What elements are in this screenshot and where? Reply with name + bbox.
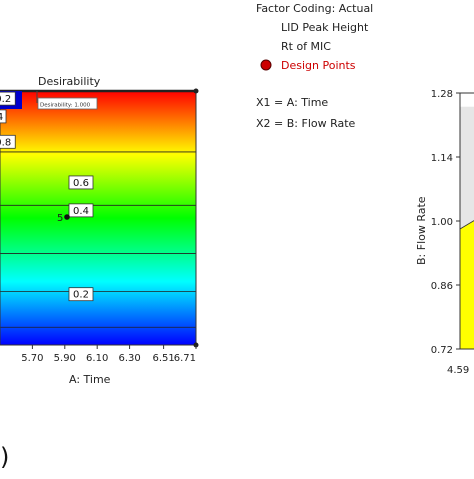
x-tick-label: 6.71 <box>174 353 196 364</box>
design-point-label: 5 <box>57 213 63 224</box>
y-tick-label: 0.72 <box>431 345 453 356</box>
flag-marker: Desirability: 1.000 <box>36 91 98 110</box>
panel-letter-fragment: ) <box>0 443 9 471</box>
contour-label: 0.2 <box>0 94 11 105</box>
flag-text: Desirability: 1.000 <box>40 103 91 109</box>
y-axis-ticks: 1.28 1.14 1.00 0.86 0.72 <box>431 89 460 356</box>
plot-title: Desirability <box>38 75 101 88</box>
flow-regions <box>459 93 474 349</box>
contour-label-box <box>0 109 7 124</box>
contour-label-box <box>0 134 16 149</box>
contour-label: 0.6 <box>73 178 89 189</box>
x-tick-label: 6.30 <box>118 353 140 364</box>
right-x-tick: 4.59 <box>447 365 469 376</box>
contour-label-box <box>0 91 16 106</box>
contour-label: 4 <box>0 112 3 123</box>
corner-point <box>193 88 199 94</box>
y-tick-label: 1.00 <box>431 217 453 228</box>
desirability-plot: 0.2 0.4 0.6 0.8 0.2 4 Desirability: 1.000 5 D… <box>0 75 199 386</box>
contour-label-box <box>68 175 94 190</box>
design-point: 5 <box>57 213 70 224</box>
contour-label: 0.8 <box>0 137 11 148</box>
contour-label: 0.4 <box>73 206 89 217</box>
heatmap-fill <box>0 91 196 345</box>
design-points-label: Design Points <box>281 59 356 72</box>
x-tick-label: 5.90 <box>54 353 76 364</box>
factor-x1: X1 = A: Time <box>256 96 328 109</box>
x-axis-ticks: 5.70 5.90 6.10 6.30 6.516.71 <box>21 345 197 364</box>
x-tick-label: 5.70 <box>21 353 43 364</box>
y-tick-label: 1.28 <box>431 89 453 100</box>
contour-label: 0.2 <box>73 290 89 301</box>
legend-heading: Factor Coding: Actual <box>256 2 373 15</box>
legend-item: Rt of MIC <box>281 40 331 53</box>
x-tick-label: 6.51 <box>152 353 174 364</box>
legend: Factor Coding: Actual LID Peak Height Rt… <box>256 2 373 130</box>
flow-boundary <box>459 220 474 230</box>
flow-rate-plot: 1.28 1.14 1.00 0.86 0.72 B: Flow Rate 4.59 <box>415 89 474 376</box>
contour-labels: 0.2 0.4 0.6 0.8 0.2 4 <box>0 91 94 302</box>
y-tick-label: 1.14 <box>431 153 453 164</box>
contour-label-box <box>68 287 94 302</box>
legend-item: LID Peak Height <box>281 21 369 34</box>
factor-x2: X2 = B: Flow Rate <box>256 117 356 130</box>
x-tick-label: 6.10 <box>86 353 108 364</box>
flag-box <box>37 97 98 110</box>
design-points-icon <box>260 59 272 71</box>
y-tick-label: 0.86 <box>431 281 453 292</box>
x-axis-label: A: Time <box>69 373 111 386</box>
contour-lines <box>0 151 196 328</box>
flow-region <box>460 220 474 349</box>
contour-label-box <box>68 203 94 218</box>
y-axis-label: B: Flow Rate <box>415 196 428 265</box>
design-point-marker <box>64 214 70 220</box>
